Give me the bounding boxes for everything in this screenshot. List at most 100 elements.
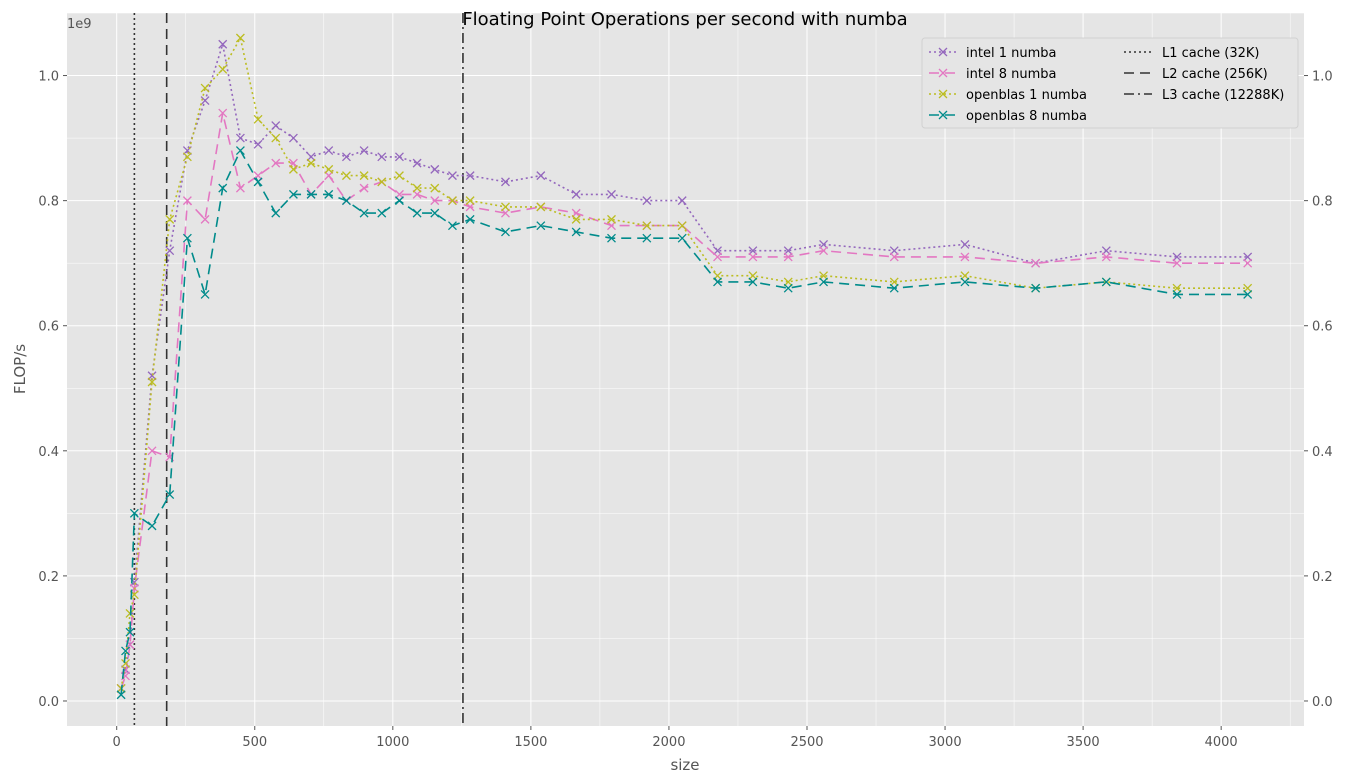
series-line — [120, 35, 1248, 689]
data-point — [430, 183, 440, 193]
cache-lines — [133, 13, 464, 726]
data-point — [324, 171, 334, 181]
data-point — [306, 158, 316, 168]
data-point — [465, 196, 475, 206]
legend-box — [921, 37, 1299, 129]
x-tick-label: 4000 — [1205, 735, 1238, 750]
y-tick-label-right: 1.0 — [1312, 70, 1333, 85]
data-point — [819, 239, 829, 249]
data-point — [642, 221, 652, 231]
series — [116, 146, 1253, 700]
data-point — [324, 164, 334, 174]
data-point — [288, 164, 298, 174]
data-point — [121, 658, 130, 668]
legend-label: openblas 1 numba — [966, 88, 1087, 103]
data-point — [677, 221, 687, 231]
data-point — [288, 133, 298, 143]
data-point — [147, 371, 157, 381]
y-tick-label-left: 1.0 — [38, 70, 59, 85]
data-point — [147, 521, 157, 531]
data-point — [607, 214, 616, 224]
data-point — [642, 196, 652, 206]
y-axis-label: FLOP/s — [11, 344, 29, 394]
y-tick-label-right: 0.6 — [1312, 320, 1333, 335]
data-point — [447, 196, 457, 206]
data-point — [783, 246, 793, 256]
data-point — [571, 214, 581, 224]
legend-marker — [938, 89, 948, 99]
data-point — [218, 183, 228, 193]
legend-label: L2 cache (256K) — [1162, 67, 1268, 82]
data-point — [412, 208, 422, 218]
data-point — [501, 202, 510, 212]
x-tick-label: 1000 — [376, 735, 409, 750]
data-point — [271, 208, 281, 218]
data-point — [200, 96, 210, 106]
y-tick-label-left: 0.0 — [38, 695, 59, 710]
data-point — [412, 189, 422, 199]
data-point — [165, 490, 175, 500]
data-point — [819, 246, 829, 256]
x-tick-label: 1500 — [514, 735, 547, 750]
data-point — [1243, 289, 1253, 299]
data-point — [447, 221, 457, 231]
data-point — [501, 177, 510, 187]
y-tick-label-right: 0.0 — [1312, 695, 1333, 710]
data-point — [465, 202, 475, 212]
data-point — [713, 277, 722, 287]
data-point — [341, 196, 351, 206]
data-point — [1031, 258, 1041, 268]
data-point — [218, 108, 228, 118]
data-point — [235, 133, 245, 143]
plot-background — [67, 13, 1304, 726]
data-point — [571, 227, 581, 237]
data-point — [165, 246, 175, 256]
data-point — [306, 152, 316, 162]
data-point — [377, 208, 387, 218]
legend-marker — [938, 68, 948, 78]
legend-marker — [938, 47, 948, 57]
x-tick-label: 0 — [113, 735, 121, 750]
data-point — [536, 202, 546, 212]
data-point — [1172, 289, 1182, 299]
y-tick-label-left: 0.4 — [38, 445, 59, 460]
data-point — [394, 171, 404, 181]
data-point — [235, 146, 245, 156]
chart-title: Floating Point Operations per second wit… — [462, 9, 907, 30]
data-point — [607, 233, 616, 243]
data-point — [889, 283, 899, 293]
data-point — [465, 171, 475, 181]
data-point — [783, 252, 793, 262]
data-point — [748, 277, 758, 287]
data-point — [889, 246, 899, 256]
legend-label: openblas 8 numba — [966, 109, 1087, 124]
data-point — [960, 252, 970, 262]
data-point — [536, 171, 546, 181]
data-point — [1031, 283, 1041, 293]
data-point — [465, 214, 475, 224]
data-point — [271, 121, 281, 131]
data-point — [1243, 258, 1253, 268]
data-point — [1101, 252, 1111, 262]
data-point — [430, 208, 440, 218]
data-point — [713, 252, 722, 262]
data-point — [783, 277, 793, 287]
data-point — [306, 189, 316, 199]
data-point — [819, 271, 829, 281]
legend-label: L3 cache (12288K) — [1162, 88, 1284, 103]
data-point — [713, 246, 722, 256]
y-scale-label: 1e9 — [67, 17, 92, 32]
x-tick-label: 3000 — [929, 735, 962, 750]
legend-items: intel 1 numba intel 8 numba openblas 1 num… — [929, 46, 1284, 124]
data-point — [960, 277, 970, 287]
data-point — [341, 152, 351, 162]
tick-layer: 0 500 1000 1500 2000 2500 3000 3500 4000 0.0 0.0 0.… — [38, 70, 1332, 750]
data-point — [200, 214, 210, 224]
data-point — [571, 189, 581, 199]
data-point — [324, 189, 334, 199]
data-point — [147, 446, 157, 456]
y-tick-label-right: 0.4 — [1312, 445, 1333, 460]
data-point — [501, 208, 510, 218]
legend: intel 1 numba intel 8 numba openblas 1 num… — [921, 37, 1299, 129]
